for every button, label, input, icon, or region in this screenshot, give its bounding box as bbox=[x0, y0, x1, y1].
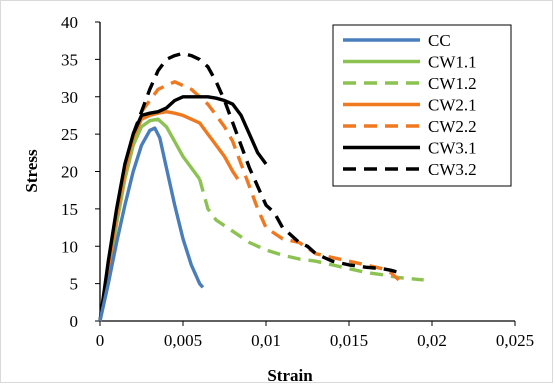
legend: CC CW1.1 CW1.2 CW2.1 CW2.2 CW3.1 CW3.2 bbox=[332, 24, 512, 187]
y-tick-label: 25 bbox=[61, 125, 78, 144]
x-tick-label: 0 bbox=[96, 331, 105, 350]
series-line-cc bbox=[98, 126, 205, 322]
y-tick-label: 30 bbox=[61, 88, 78, 107]
y-tick-label: 35 bbox=[61, 50, 78, 69]
legend-items: CC CW1.1 CW1.2 CW2.1 CW2.2 CW3.1 CW3.2 bbox=[343, 31, 477, 179]
y-tick-label: 0 bbox=[70, 312, 79, 331]
legend-label: CW3.2 bbox=[428, 160, 477, 179]
y-tick-label: 40 bbox=[61, 13, 78, 32]
series-layer bbox=[98, 51, 424, 322]
legend-label: CW3.1 bbox=[428, 139, 477, 158]
legend-label: CW2.1 bbox=[428, 96, 477, 115]
x-tick-label: 0,02 bbox=[417, 331, 447, 350]
legend-label: CW1.1 bbox=[428, 53, 477, 72]
axes: 0 0,005 0,01 0,015 0,02 0,025 0 5 10 15 20 25 30 35 4… bbox=[61, 13, 534, 350]
y-tick-label: 20 bbox=[61, 163, 78, 182]
y-tick-label: 10 bbox=[61, 237, 78, 256]
series-line-cw3-2 bbox=[131, 51, 400, 275]
legend-label: CW1.2 bbox=[428, 74, 477, 93]
x-tick-label: 0,005 bbox=[164, 331, 202, 350]
legend-label: CW2.2 bbox=[428, 117, 477, 136]
y-tick-label: 15 bbox=[61, 200, 78, 219]
x-tick-label: 0,015 bbox=[330, 331, 368, 350]
x-ticks: 0 0,005 0,01 0,015 0,02 0,025 bbox=[96, 321, 534, 350]
series-line-cw2-2 bbox=[140, 80, 400, 282]
y-ticks: 0 5 10 15 20 25 30 35 40 bbox=[61, 13, 100, 331]
y-tick-label: 5 bbox=[70, 275, 79, 294]
series-line-cw3-1 bbox=[98, 95, 268, 322]
x-tick-label: 0,01 bbox=[251, 331, 281, 350]
legend-label: CC bbox=[428, 31, 451, 50]
x-tick-label: 0,025 bbox=[496, 331, 534, 350]
y-axis-title: Stress bbox=[22, 149, 41, 193]
series-line-cw1-2 bbox=[197, 178, 424, 282]
x-axis-title: Strain bbox=[267, 366, 313, 385]
